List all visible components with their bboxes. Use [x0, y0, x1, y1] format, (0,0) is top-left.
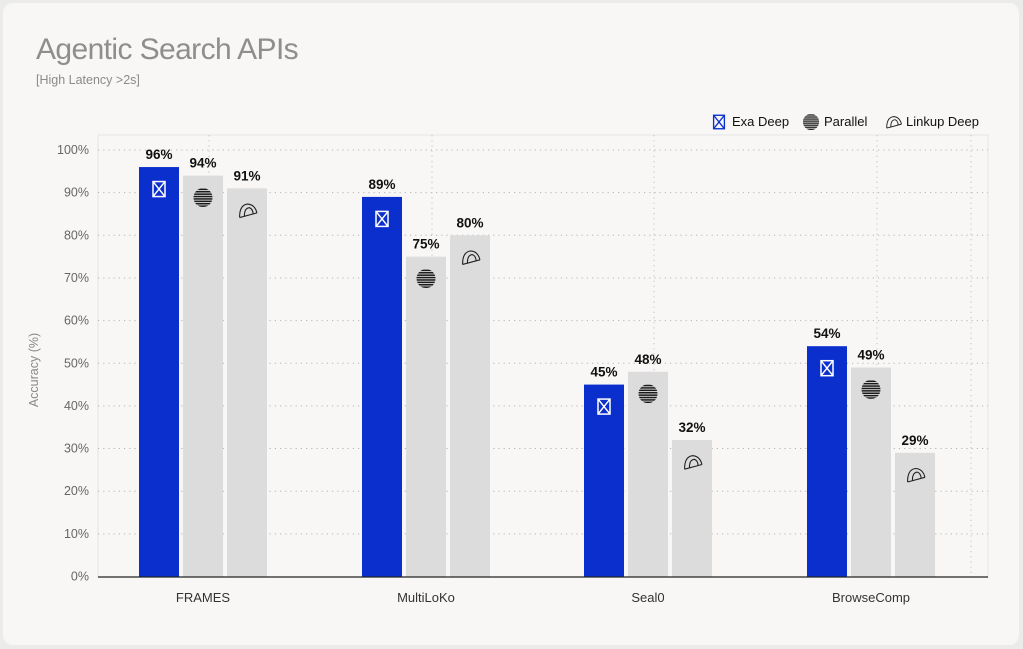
y-tick-label: 60%	[64, 314, 89, 328]
x-tick-label: Seal0	[631, 590, 664, 605]
bar-value-label: 94%	[189, 156, 216, 171]
bar-value-label: 29%	[901, 433, 928, 448]
parallel-striped-circle-icon	[802, 114, 820, 130]
bar-linkup-deep-multiloko	[450, 235, 490, 577]
bar-exa-deep-multiloko	[362, 196, 402, 577]
y-tick-label: 10%	[64, 527, 89, 541]
exa-hourglass-icon	[152, 180, 166, 198]
bar-value-label: 48%	[634, 352, 661, 367]
legend-label: Linkup Deep	[906, 114, 979, 129]
y-axis-ticks: 0% 10% 20% 30% 40% 50% 60% 70% 80% 90% 100%	[57, 143, 89, 584]
bars: 96% 94% 91% 89% 75% 80% 45% 48% 32% 54% 49% 29%	[139, 147, 935, 577]
bar-value-label: 91%	[233, 168, 260, 183]
bar-exa-deep-browsecomp	[807, 346, 847, 577]
parallel-striped-circle-icon	[861, 380, 881, 399]
bar-value-label: 75%	[412, 237, 439, 252]
bar-value-label: 80%	[456, 215, 483, 230]
bar-value-label: 45%	[590, 365, 617, 380]
exa-hourglass-icon	[712, 114, 726, 130]
bar-parallel-seal0	[628, 371, 668, 577]
x-tick-label: MultiLoKo	[397, 590, 455, 605]
y-tick-label: 0%	[71, 570, 89, 584]
x-tick-label: FRAMES	[176, 590, 231, 605]
y-tick-label: 70%	[64, 271, 89, 285]
chart-title: Agentic Search APIs	[36, 33, 299, 66]
exa-hourglass-icon	[375, 210, 389, 228]
bar-linkup-deep-seal0	[672, 440, 712, 577]
linkup-arch-icon	[684, 455, 703, 470]
linkup-arch-icon	[886, 116, 902, 129]
bar-parallel-multiloko	[406, 256, 446, 577]
bar-parallel-browsecomp	[851, 367, 891, 577]
legend-label: Parallel	[824, 114, 867, 129]
y-tick-label: 100%	[57, 143, 89, 157]
y-tick-label: 20%	[64, 484, 89, 498]
y-tick-label: 40%	[64, 399, 89, 413]
parallel-striped-circle-icon	[193, 188, 213, 207]
y-tick-label: 80%	[64, 228, 89, 242]
exa-hourglass-icon	[597, 398, 611, 415]
parallel-striped-circle-icon	[638, 384, 658, 404]
legend-label: Exa Deep	[732, 114, 789, 129]
y-tick-label: 50%	[64, 356, 89, 370]
bar-parallel-frames	[183, 175, 223, 577]
x-tick-label: BrowseComp	[832, 590, 910, 605]
legend-item: Exa Deep	[712, 114, 789, 130]
bar-value-label: 54%	[813, 326, 840, 341]
linkup-arch-icon	[462, 250, 481, 265]
bar-value-label: 49%	[857, 348, 884, 363]
y-tick-label: 30%	[64, 442, 89, 456]
chart-subtitle: [High Latency >2s]	[36, 73, 140, 87]
bar-linkup-deep-frames	[227, 188, 267, 577]
linkup-arch-icon	[239, 203, 258, 219]
y-axis-label: Accuracy (%)	[27, 333, 41, 407]
bar-linkup-deep-browsecomp	[895, 452, 935, 577]
linkup-arch-icon	[907, 467, 926, 483]
bar-value-label: 89%	[368, 177, 395, 192]
bar-exa-deep-frames	[139, 167, 179, 577]
x-axis-ticks: FRAMES MultiLoKo Seal0 BrowseComp	[176, 590, 910, 605]
legend: Exa Deep Parallel Linkup Deep	[712, 114, 979, 130]
y-tick-label: 90%	[64, 186, 89, 200]
bar-exa-deep-seal0	[584, 384, 624, 577]
bar-value-label: 32%	[678, 420, 705, 435]
exa-hourglass-icon	[820, 359, 834, 377]
legend-item: Linkup Deep	[886, 114, 979, 129]
parallel-striped-circle-icon	[416, 269, 436, 288]
bar-value-label: 96%	[145, 147, 172, 162]
legend-item: Parallel	[802, 114, 867, 130]
